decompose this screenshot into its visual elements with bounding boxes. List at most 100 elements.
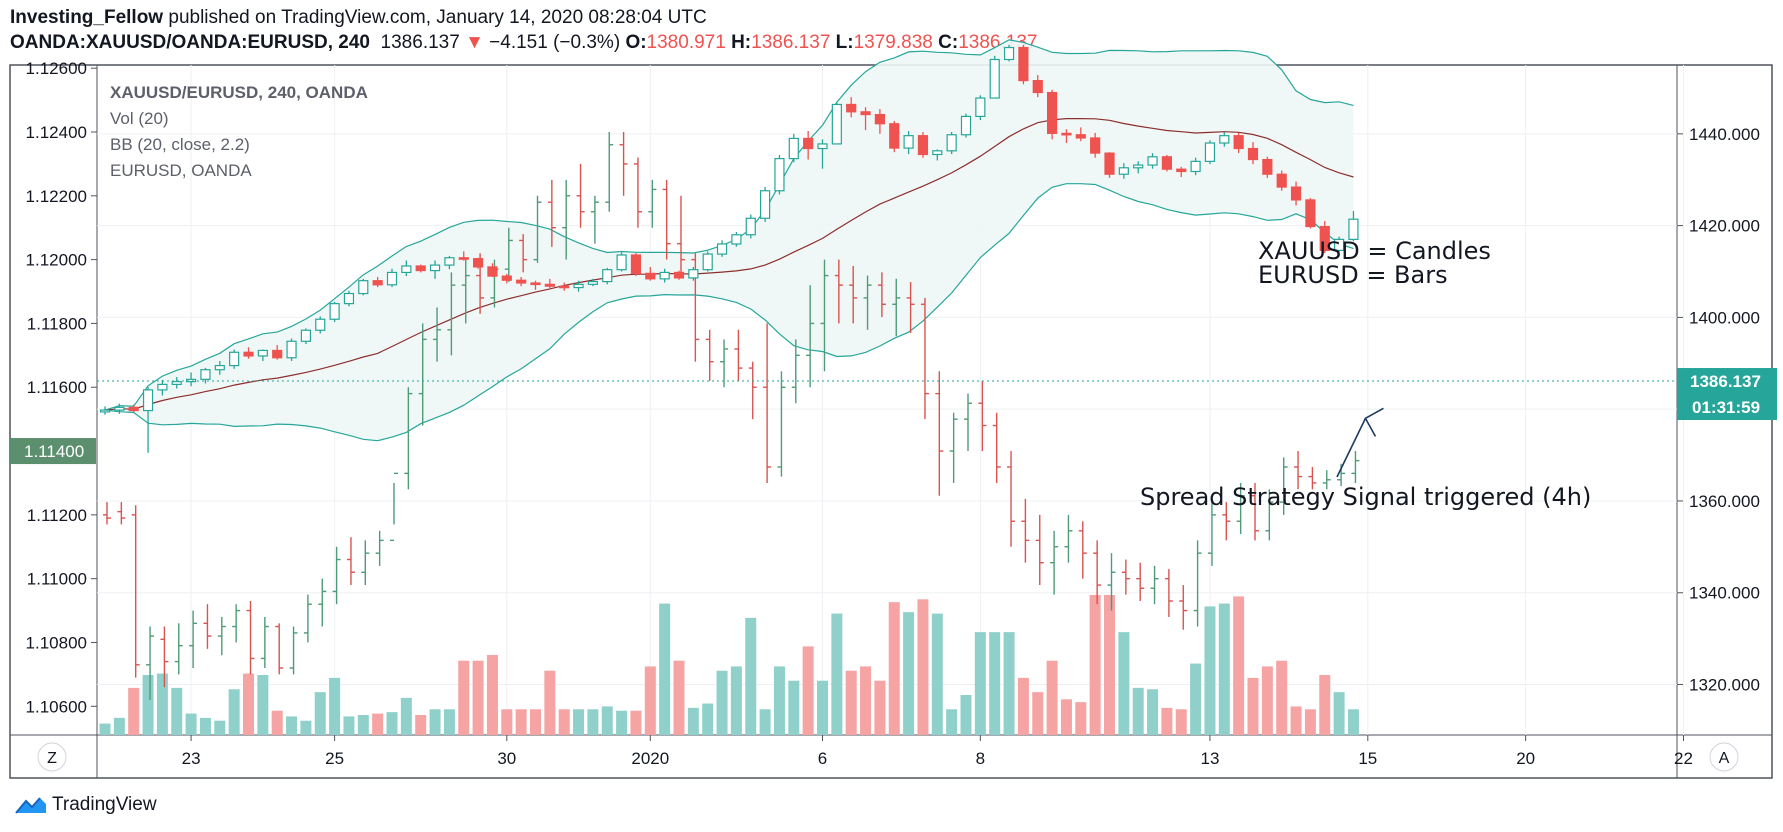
volume-bar [802, 646, 814, 735]
volume-series [99, 595, 1359, 735]
left-tick-label: 1.10600 [26, 697, 87, 716]
volume-bar [573, 709, 585, 735]
volume-bar [185, 713, 197, 735]
author-name[interactable]: Investing_Fellow [10, 7, 164, 28]
bollinger-bands [104, 39, 1354, 442]
candle-body [602, 269, 613, 283]
eurusd-bars [103, 132, 1360, 700]
current-price-tag [1677, 368, 1777, 395]
scale-a-button[interactable] [1709, 742, 1739, 772]
volume-bar [745, 617, 757, 735]
volume-bar [1118, 632, 1130, 735]
left-tick-label: 1.11200 [27, 506, 87, 525]
candle-body [530, 282, 541, 286]
candle-body [673, 271, 685, 279]
candle-body [329, 303, 340, 320]
low-label: L: [835, 32, 854, 53]
candle-body [702, 253, 713, 271]
high-value: 1386.137 [751, 32, 831, 53]
volume-bar [659, 603, 671, 735]
volume-bar [1333, 692, 1345, 735]
ohlc-line: OANDA:XAUUSD/OANDA:EURUSD, 240 1386.137 … [10, 32, 1037, 54]
tradingview-logo[interactable]: TradingView [14, 794, 157, 816]
candle-body [1333, 238, 1345, 251]
left-tick-label: 1.12000 [26, 251, 87, 270]
candle-body [1262, 158, 1273, 175]
volume-bar [644, 666, 656, 735]
legend-overlay[interactable]: EURUSD, OANDA [110, 161, 252, 180]
cloud-icon [15, 797, 46, 814]
candle-body [587, 281, 599, 285]
candle-body [1161, 156, 1173, 170]
bb-upper [104, 39, 1354, 411]
annotation-candles: XAUUSD = Candles [1258, 237, 1491, 265]
candle-body [1090, 137, 1101, 154]
candle-body [200, 369, 211, 380]
candle-body [286, 340, 297, 359]
countdown-tag [1677, 394, 1777, 421]
bb-basis [104, 117, 1354, 411]
volume-bar [730, 666, 742, 735]
annotation-bars: EURUSD = Bars [1258, 261, 1448, 289]
candle-body [372, 280, 383, 286]
legend-title: XAUUSD/EURUSD, 240, OANDA [110, 83, 368, 102]
volume-bar [960, 695, 972, 735]
volume-bar [1304, 709, 1316, 735]
volume-bar [199, 717, 211, 735]
right-tick-label: 1440.000 [1689, 125, 1760, 144]
volume-bar [788, 680, 800, 735]
candle-body [272, 349, 283, 359]
candle-body [917, 135, 929, 156]
volume-bar [142, 675, 154, 735]
xauusd-candles [99, 44, 1359, 453]
publish-line: Investing_Fellow published on TradingVie… [10, 7, 707, 29]
volume-bar [228, 689, 240, 735]
candle-body [1118, 167, 1129, 175]
scale-z-button[interactable] [37, 742, 67, 772]
left-tick-label: 1.11600 [27, 378, 87, 397]
volume-bar [903, 612, 915, 735]
candle-body [1319, 225, 1330, 251]
volume-bar [1319, 675, 1331, 735]
candle-body [1204, 142, 1216, 162]
legend-bollinger[interactable]: BB (20, close, 2.2) [110, 135, 250, 154]
legend-volume[interactable]: Vol (20) [110, 109, 169, 128]
time-tick-label: 20 [1516, 749, 1535, 768]
candle-body [1276, 173, 1287, 188]
candle-body [975, 97, 986, 117]
brand-name: TradingView [52, 794, 157, 815]
candle-body [903, 135, 914, 149]
volume-bar [386, 712, 398, 735]
candle-body [645, 272, 656, 280]
candle-body [573, 283, 584, 289]
candle-body [1348, 218, 1359, 240]
volume-bar [716, 670, 728, 735]
volume-bar [759, 709, 771, 735]
symbol-label: OANDA:XAUUSD/OANDA:EURUSD, 240 [10, 32, 370, 53]
candle-body [501, 275, 512, 281]
scale-a-label: A [1719, 750, 1730, 767]
volume-bar [874, 680, 886, 735]
annotation-signal: Spread Strategy Signal triggered (4h) [1140, 483, 1592, 511]
volume-bar [558, 709, 570, 735]
candle-body [186, 378, 197, 383]
volume-bar [171, 687, 183, 735]
candle-body [1305, 199, 1316, 228]
scale-z-label: Z [47, 750, 57, 767]
candle-body [315, 318, 326, 331]
candle-body [1032, 80, 1043, 94]
volume-bar [860, 666, 872, 735]
volume-bar [1276, 660, 1288, 735]
candle-body [860, 111, 871, 116]
candle-body [171, 381, 182, 385]
candle-body [544, 283, 555, 287]
candle-body [616, 254, 627, 271]
left-tick-label: 1.10800 [26, 633, 87, 652]
volume-bar [99, 723, 111, 735]
candle-body [415, 265, 426, 272]
current-price-label: 1386.137 [1690, 372, 1761, 391]
volume-bar [243, 673, 254, 735]
volume-bar [515, 709, 527, 735]
candle-body [1046, 91, 1058, 134]
